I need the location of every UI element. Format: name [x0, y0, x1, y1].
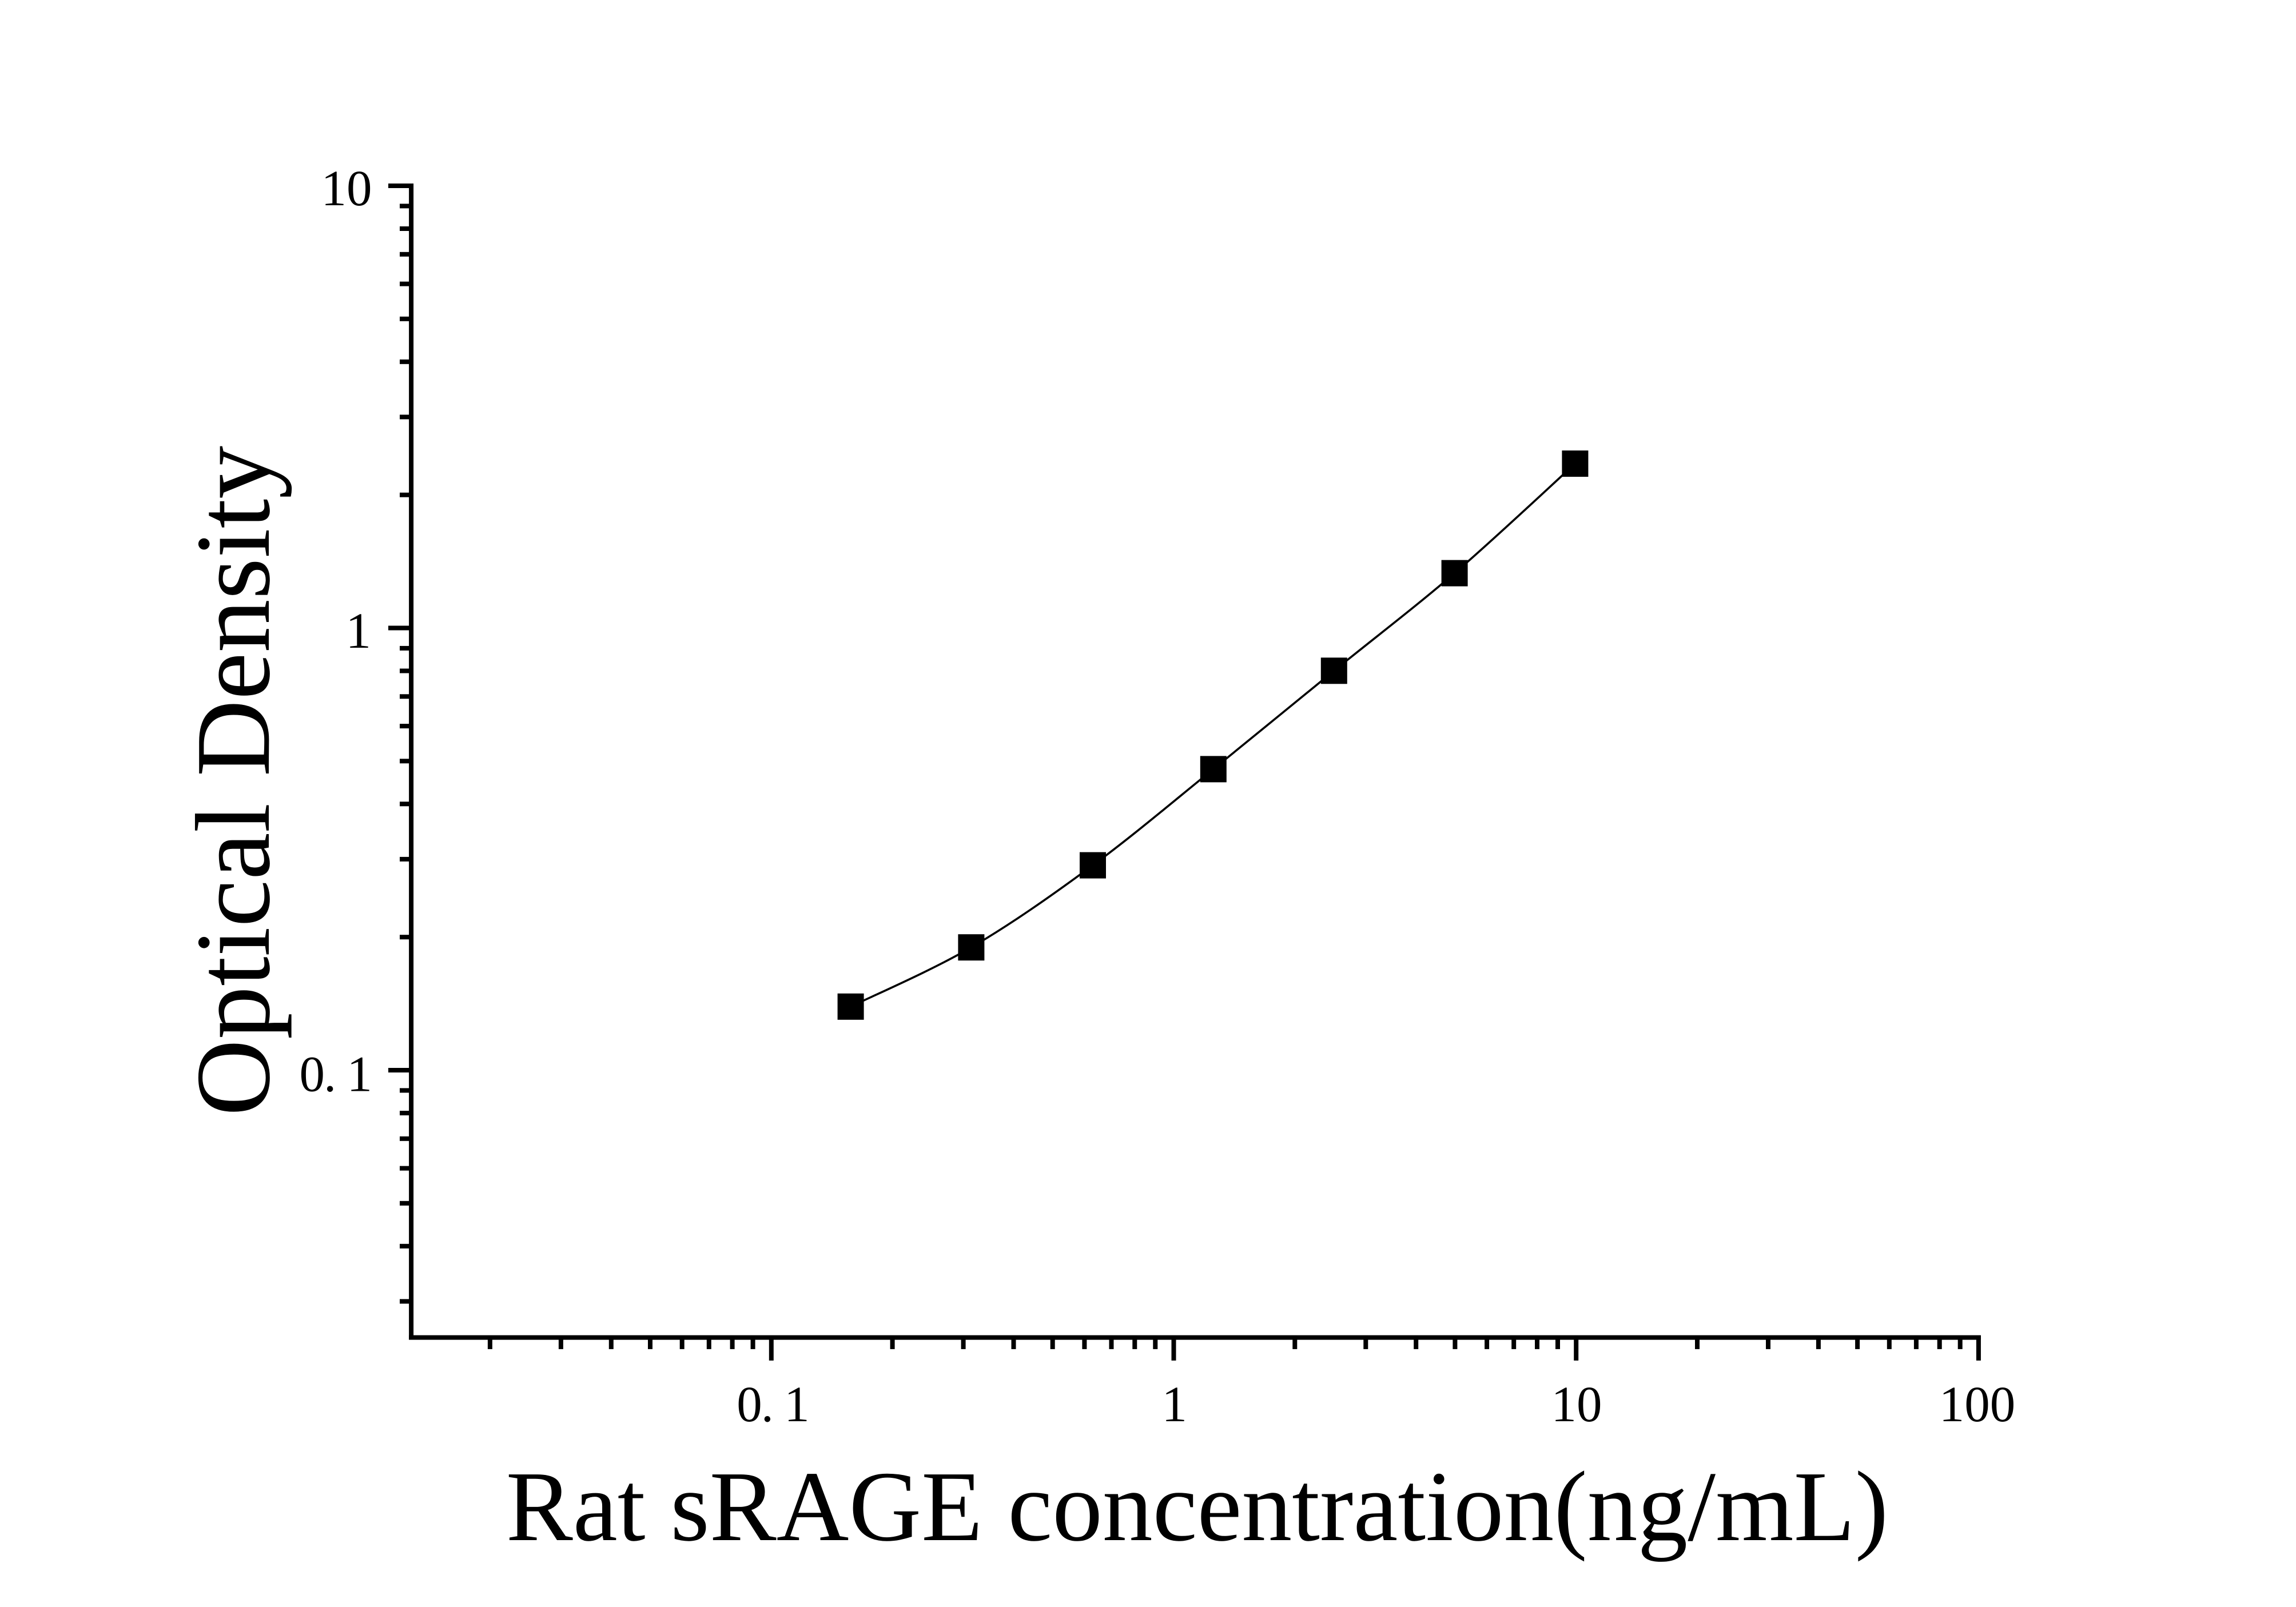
svg-text:10: 10	[321, 161, 372, 217]
svg-text:1: 1	[1162, 1377, 1188, 1433]
svg-text:Optical Density: Optical Density	[174, 446, 292, 1116]
svg-text:0. 1: 0. 1	[300, 1046, 372, 1102]
svg-text:100: 100	[1939, 1377, 2016, 1433]
svg-text:1: 1	[346, 603, 372, 659]
svg-text:Rat sRAGE concentration(ng/mL): Rat sRAGE concentration(ng/mL)	[506, 1451, 1888, 1562]
svg-text:0. 1: 0. 1	[737, 1377, 809, 1433]
svg-text:10: 10	[1551, 1377, 1602, 1433]
